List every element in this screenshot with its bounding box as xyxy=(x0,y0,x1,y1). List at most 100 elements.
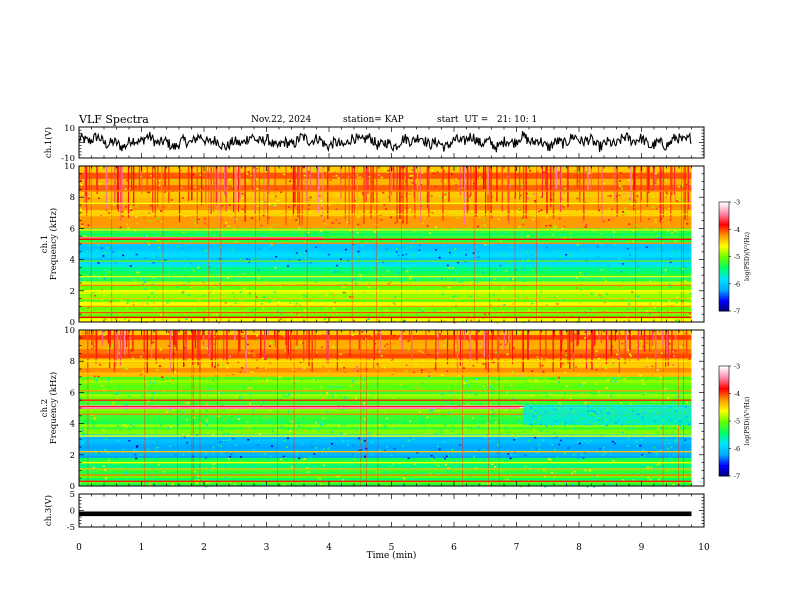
spectrogram-cell xyxy=(356,429,358,431)
spectrogram-cell xyxy=(123,424,126,426)
spectrogram-cell xyxy=(427,353,430,356)
spectrogram-cell xyxy=(223,409,226,412)
spectrogram-band xyxy=(79,234,692,236)
spectrogram-cell xyxy=(654,221,657,224)
spectrogram-cell xyxy=(448,267,451,269)
spectrogram-cell xyxy=(241,257,244,259)
spectrogram-cell xyxy=(250,441,253,443)
spectrogram-band xyxy=(79,446,692,449)
spectrogram-cell xyxy=(349,295,351,298)
spectrogram-cell xyxy=(203,294,206,297)
spectrogram-cell xyxy=(549,251,551,254)
spectrogram-cell xyxy=(602,279,605,281)
spectrogram-cell xyxy=(645,379,648,382)
spectrogram-cell xyxy=(357,250,360,253)
spectrogram-cell xyxy=(600,206,603,209)
spectrogram-cell xyxy=(381,266,384,268)
spectrogram-cell xyxy=(581,261,584,264)
spectrogram-cell xyxy=(307,231,309,234)
spectrogram-cell xyxy=(360,421,363,424)
spectrogram-cell xyxy=(255,296,258,298)
spectrogram-cell xyxy=(337,254,340,256)
spectrogram-cell xyxy=(299,304,302,307)
spectrogram-cell xyxy=(212,434,215,437)
spectrogram-cell xyxy=(378,350,381,353)
spectrogram-cell xyxy=(449,402,452,404)
spectrogram-cell xyxy=(542,171,545,174)
spectrogram-cell xyxy=(264,367,267,370)
spectrogram-cell xyxy=(689,414,692,416)
spectrogram-cell xyxy=(81,429,84,432)
spectrogram-cell xyxy=(495,269,498,271)
spectrogram-cell xyxy=(646,359,649,361)
spectrogram-cell xyxy=(361,440,364,443)
spectrogram-cell xyxy=(345,448,348,450)
spectrogram-cell xyxy=(442,285,445,288)
spectrogram-cell xyxy=(568,394,571,396)
spectrogram-cell xyxy=(629,374,632,376)
spectrogram-cell xyxy=(206,424,209,427)
spectrogram-cell xyxy=(428,236,431,239)
spectrogram-cell xyxy=(433,456,436,459)
spectrogram-cell xyxy=(133,449,135,451)
spectrogram-band xyxy=(79,184,692,192)
colorbar-cell xyxy=(719,424,729,427)
spectrogram-cell xyxy=(531,447,534,449)
spectrogram-cell xyxy=(434,186,437,188)
spectrogram-cell xyxy=(344,396,347,398)
spectrogram-cell xyxy=(275,256,278,258)
spectrogram-cell xyxy=(208,388,211,390)
spectrogram-cell xyxy=(173,179,176,181)
spectrogram-cell xyxy=(273,291,276,294)
spectrogram-cell xyxy=(279,318,282,321)
spectrogram-cell xyxy=(455,184,458,186)
spectrogram-cell xyxy=(593,486,595,488)
spectrogram-cell xyxy=(308,204,311,206)
spectrogram-cell xyxy=(607,192,610,195)
spectrogram-cell xyxy=(327,253,330,256)
spectrogram-cell xyxy=(416,451,419,454)
colorbar-cell xyxy=(719,243,729,247)
colorbar-cell xyxy=(719,389,729,393)
spectrogram-cell xyxy=(337,477,340,480)
spectrogram-cell xyxy=(257,217,260,220)
spectrogram-cell xyxy=(127,395,130,398)
spectrogram-cell xyxy=(620,423,623,426)
spectrogram-cell xyxy=(126,368,129,370)
spectrogram-cell xyxy=(197,461,200,463)
spectrogram-cell xyxy=(250,174,253,177)
spectrogram-cell xyxy=(224,477,227,479)
spectrogram-cell xyxy=(100,247,103,249)
spectrogram-cell xyxy=(413,463,416,465)
spectrogram-band xyxy=(79,415,692,420)
spectrogram-cell xyxy=(650,413,653,415)
spectrogram-cell xyxy=(441,318,444,320)
spectrogram-cell xyxy=(486,307,489,310)
spectrogram-cell xyxy=(239,341,242,344)
spectrogram-cell xyxy=(105,438,108,441)
spectrogram-band xyxy=(79,241,692,243)
spectrogram-cell xyxy=(206,403,208,406)
spectrogram-cell xyxy=(112,402,115,404)
spectrogram-cell xyxy=(89,294,92,296)
spectrogram-cell xyxy=(629,219,632,222)
spectrogram-cell xyxy=(589,469,592,472)
spectrogram-cell xyxy=(676,231,678,234)
spectrogram-cell xyxy=(134,482,137,485)
spectrogram-cell xyxy=(142,278,145,280)
spectrogram-band xyxy=(79,215,692,223)
spectrogram-cell xyxy=(504,380,507,382)
spectrogram-cell xyxy=(492,381,495,383)
spectrogram-band xyxy=(79,426,692,430)
spectrogram-cell xyxy=(212,446,215,449)
spectrogram-cell xyxy=(325,411,328,413)
spectrogram-cell xyxy=(627,445,630,447)
spectrogram-cell xyxy=(569,398,572,400)
spectrogram-cell xyxy=(564,338,567,341)
spectrogram-cell xyxy=(548,272,550,274)
spectrogram-cell xyxy=(160,314,163,316)
spectrogram-cell xyxy=(183,436,186,438)
spectrogram-cell xyxy=(441,374,444,377)
spectrogram-cell xyxy=(443,180,446,182)
spectrogram-cell xyxy=(87,224,90,227)
